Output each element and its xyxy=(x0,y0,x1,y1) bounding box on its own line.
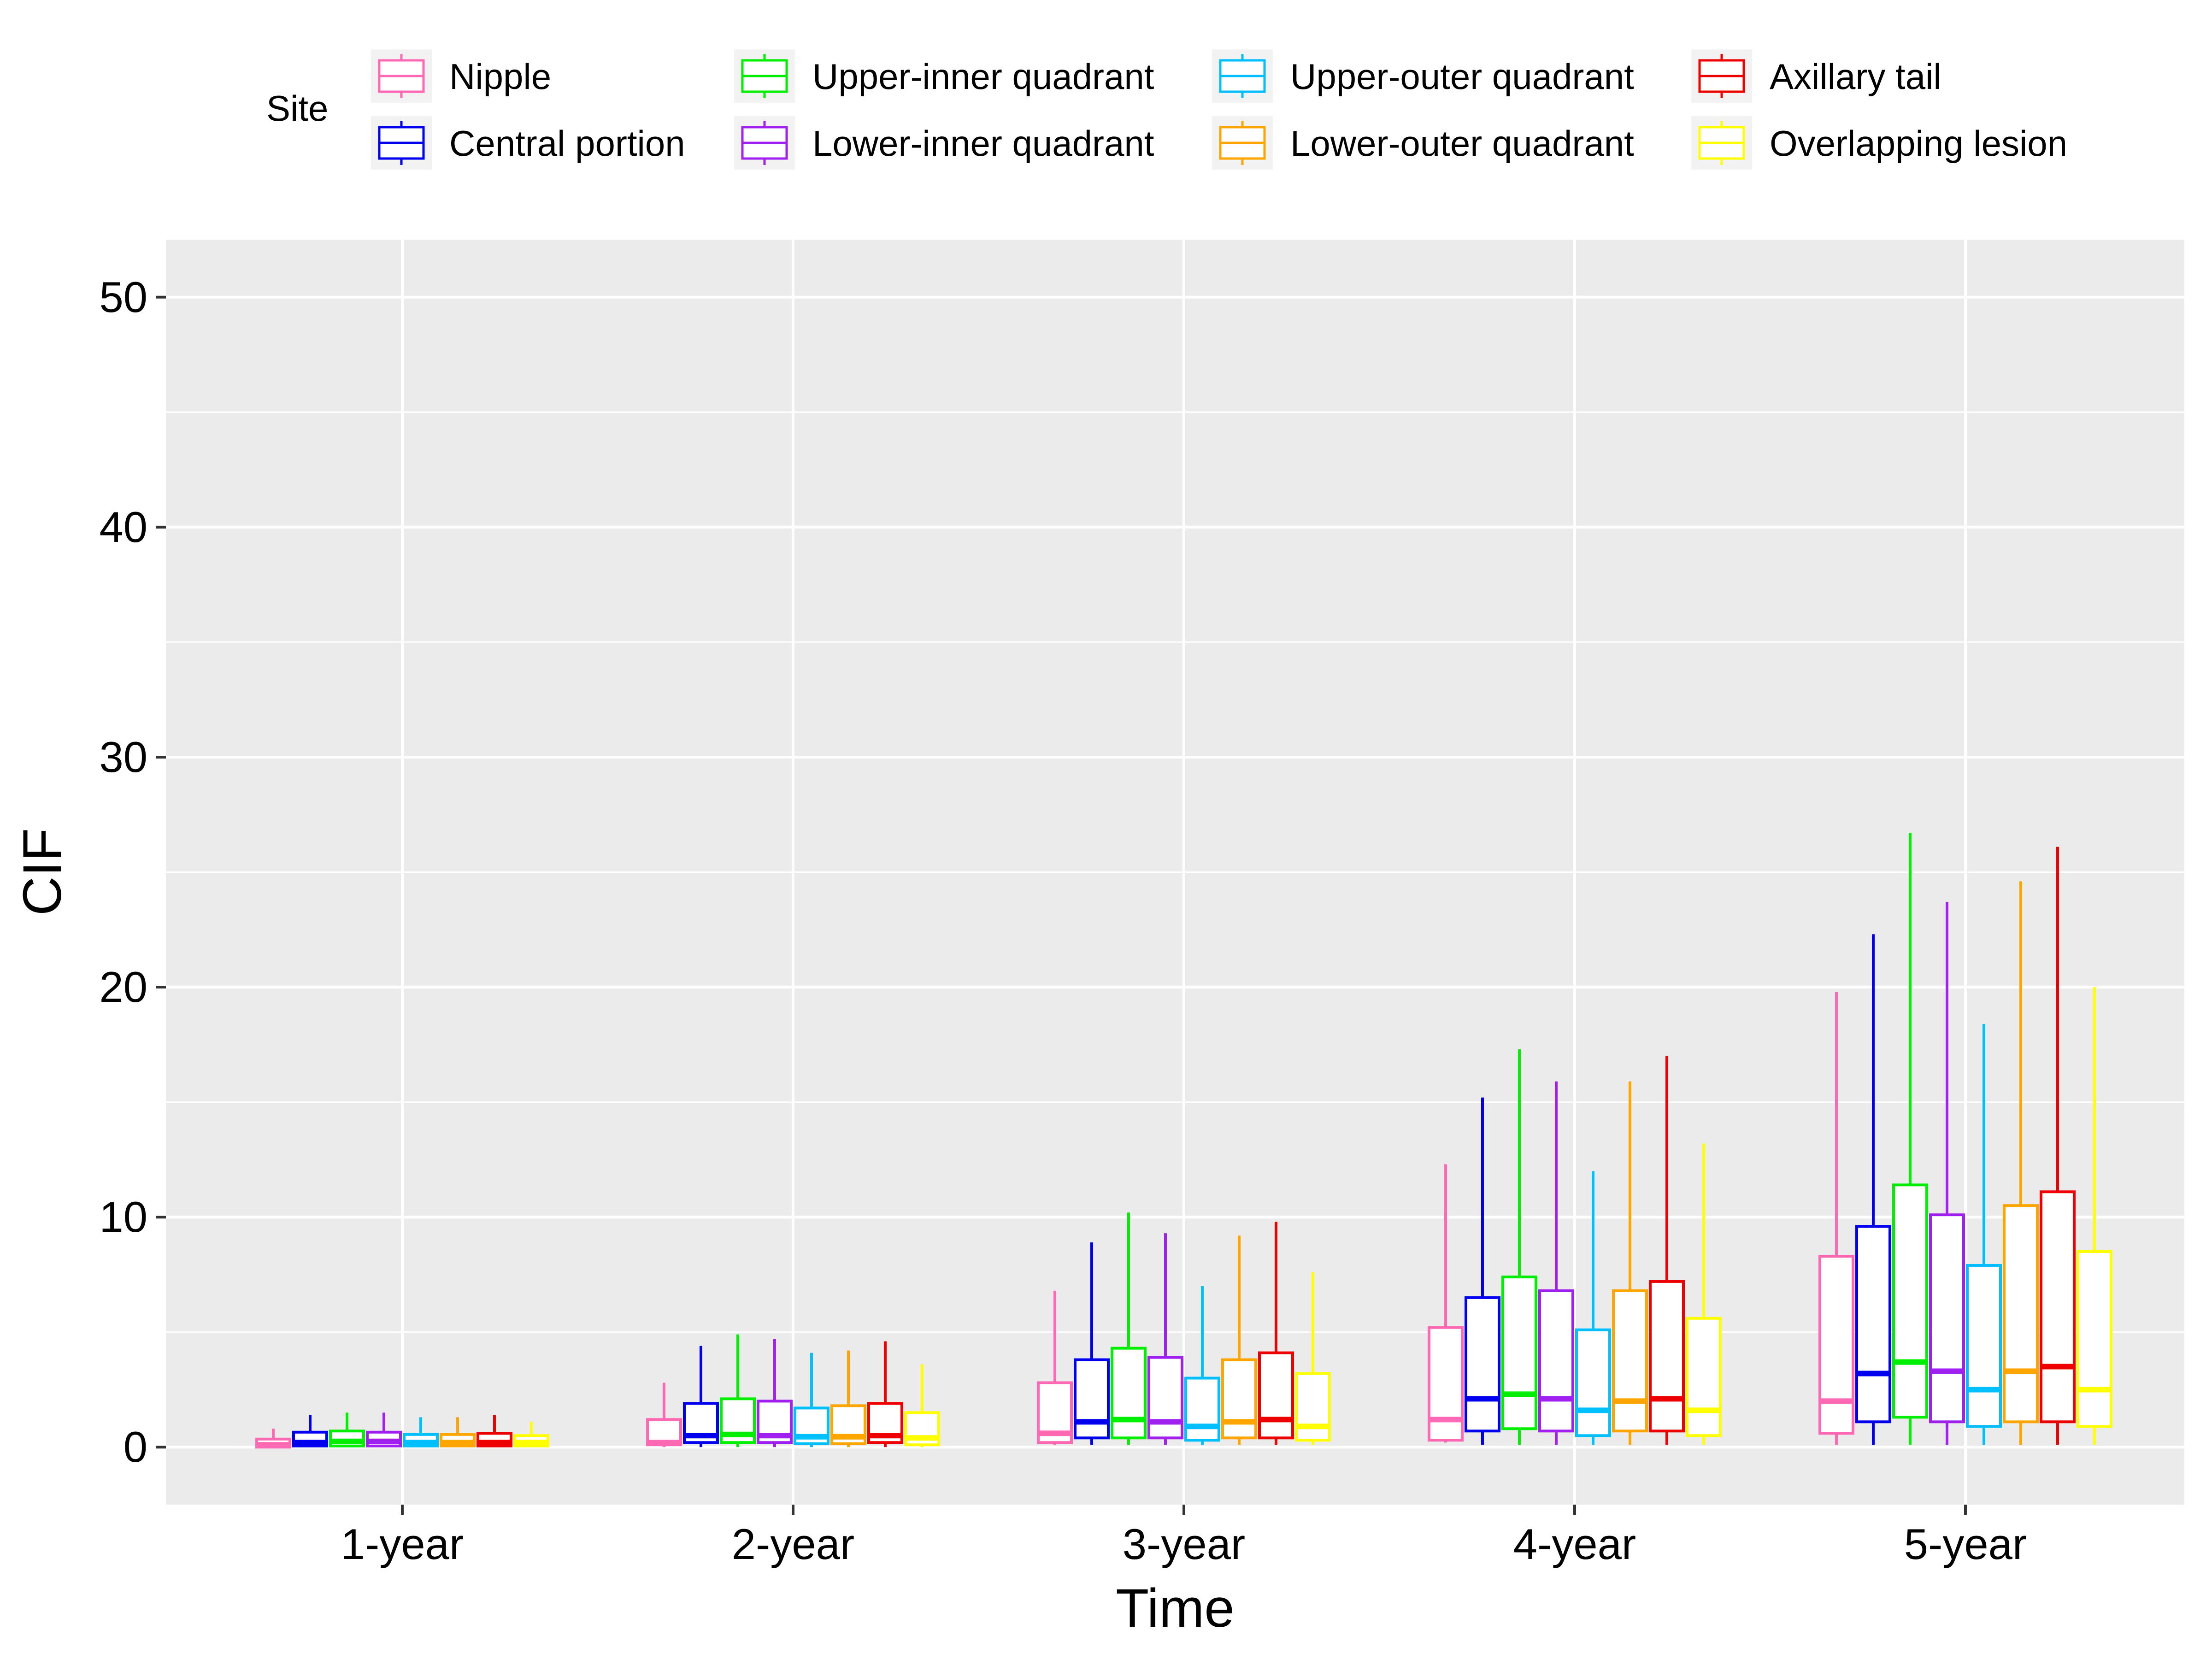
legend-label: Central portion xyxy=(449,123,685,164)
box xyxy=(1147,1356,1183,1440)
box xyxy=(1184,1377,1220,1442)
box xyxy=(1465,1296,1500,1433)
box xyxy=(1929,1213,1965,1424)
box xyxy=(2077,1250,2112,1428)
box-series xyxy=(477,847,2076,1447)
box xyxy=(1818,1254,1854,1435)
box xyxy=(1074,1358,1110,1440)
box-series xyxy=(329,833,1928,1447)
legend-key xyxy=(1212,116,1273,170)
legend-label: Nipple xyxy=(449,56,551,97)
x-tick-label: 5-year xyxy=(1904,1520,2027,1568)
y-tick-label: 20 xyxy=(99,963,147,1011)
box-series xyxy=(403,1024,2002,1447)
x-tick-label: 2-year xyxy=(732,1520,854,1568)
legend-label: Lower-inner quadrant xyxy=(812,123,1154,164)
legend-key xyxy=(1212,49,1273,103)
box xyxy=(1612,1289,1648,1433)
box xyxy=(1686,1317,1722,1437)
x-axis-title: Time xyxy=(1116,1578,1235,1639)
legend: Site Nipple Central portion Upper-inner qu… xyxy=(266,49,2067,170)
legend-key xyxy=(371,49,432,103)
x-tick-label: 1-year xyxy=(341,1520,464,1568)
legend-label: Axillary tail xyxy=(1770,56,1941,97)
legend-label: Upper-outer quadrant xyxy=(1290,56,1634,97)
y-tick-label: 0 xyxy=(124,1423,147,1471)
box xyxy=(1295,1372,1331,1442)
box-series xyxy=(292,934,1891,1447)
legend-key xyxy=(1691,49,1752,103)
box xyxy=(1966,1264,2002,1428)
axes: 0 10 20 30 40 50 1-year 2-year 3-year 4-year 5-yea… xyxy=(99,273,2027,1568)
box xyxy=(1575,1328,1611,1437)
box-series xyxy=(513,987,2112,1447)
box xyxy=(1892,1183,1928,1419)
legend-key xyxy=(1691,116,1752,170)
box xyxy=(1221,1358,1257,1440)
box-series xyxy=(440,881,2039,1447)
box xyxy=(1538,1289,1574,1433)
y-tick-label: 50 xyxy=(99,273,147,321)
box xyxy=(1855,1225,1891,1424)
y-tick-label: 30 xyxy=(99,733,147,781)
box xyxy=(2040,1190,2076,1424)
legend-title: Site xyxy=(266,88,328,129)
legend-key xyxy=(734,116,795,170)
grid xyxy=(166,240,2184,1505)
legend-key xyxy=(371,116,432,170)
box-series xyxy=(255,992,1854,1449)
box xyxy=(1111,1347,1147,1440)
box xyxy=(1428,1326,1464,1442)
box-series-group xyxy=(255,833,2112,1449)
box xyxy=(1649,1280,1685,1433)
box xyxy=(2003,1204,2039,1424)
legend-label: Lower-outer quadrant xyxy=(1290,123,1634,164)
x-tick-label: 3-year xyxy=(1123,1520,1245,1568)
legend-label: Upper-inner quadrant xyxy=(812,56,1154,97)
legend-key xyxy=(734,49,795,103)
y-axis-title: CIF xyxy=(12,828,73,916)
box-series xyxy=(366,902,1965,1447)
x-tick-label: 4-year xyxy=(1513,1520,1636,1568)
box xyxy=(1501,1275,1537,1430)
box xyxy=(1258,1351,1294,1440)
y-tick-label: 40 xyxy=(99,503,147,551)
y-tick-label: 10 xyxy=(99,1193,147,1241)
legend-label: Overlapping lesion xyxy=(1770,123,2067,164)
